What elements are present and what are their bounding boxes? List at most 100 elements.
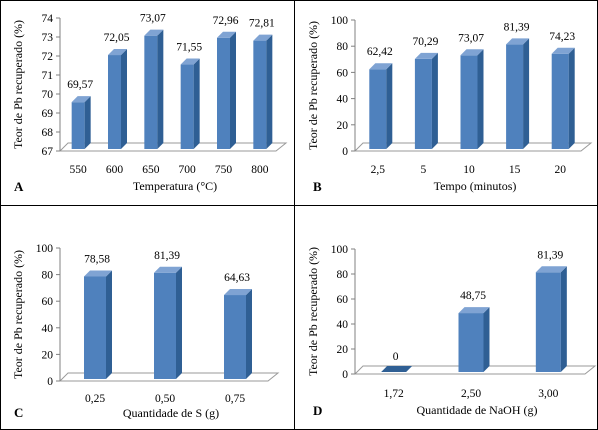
panel-c-y-tick-label-1: 20: [42, 349, 54, 361]
panel-b-bar-2: [460, 49, 484, 149]
panel-a-x-tick-label-5: 800: [251, 164, 269, 176]
panel-b-y-tick-label-0: 0: [342, 146, 348, 158]
panel-b-bar-front-4: [551, 53, 569, 150]
panel-b-bar-side-4: [568, 47, 575, 150]
panel-c-bar-1: [154, 266, 182, 379]
panel-a-y-tick-label-5: 72: [42, 51, 54, 63]
panel-a-x-tick-label-3: 700: [179, 164, 197, 176]
panel-d-data-label-2: 81,39: [537, 249, 563, 261]
panel-b-data-label-2: 73,07: [458, 32, 484, 44]
panel-a-bar-5: [253, 34, 273, 149]
panel-a-floor-plane: [58, 142, 288, 152]
panel-a-bar-1: [108, 49, 127, 149]
panel-d-bar-flat-0: [381, 366, 413, 372]
panel-c-data-label-2: 64,63: [224, 272, 250, 284]
panel-b-x-tick-label-4: 20: [554, 164, 566, 176]
panel-a-bar-0: [71, 96, 91, 149]
panel-a-bar-side-0: [84, 96, 91, 149]
panel-a-x-tick-label-2: 650: [142, 164, 160, 176]
panel-b-bar-side-1: [431, 52, 438, 149]
panel-b-bar-3: [506, 38, 530, 149]
panel-d-bar-top-1: [458, 307, 490, 314]
panel-d-x-tick-label-0: 1,72: [384, 388, 404, 400]
panel-c-y-axis-title: Teor de Pb recuperado (%): [11, 250, 25, 379]
panel-a-y-axis-title: Teor de Pb recuperado (%): [11, 20, 25, 149]
panel-b-data-label-3: 81,39: [504, 21, 530, 33]
panel-c-y-tick-label-5: 100: [36, 243, 54, 255]
panel-d-bar-side-2: [560, 266, 567, 372]
panel-d-x-tick-label-2: 3,00: [538, 388, 558, 400]
panel-a-bar-front-5: [253, 40, 267, 149]
panel-b-bar-1: [414, 52, 438, 149]
panel-c-x-axis-title: Quantidade de S (g): [123, 406, 219, 420]
panel-a-panel-letter: A: [14, 179, 24, 194]
panel-c-bar-side-1: [176, 266, 182, 379]
panel-c-x-tick-label-2: 0,75: [225, 393, 245, 405]
panel-b-bar-top-0: [369, 63, 393, 70]
panel-d-data-label-0: 0: [393, 351, 399, 363]
panel-a-bar-top-4: [217, 31, 236, 38]
panel-c-bar-side-2: [246, 289, 252, 379]
panel-d-data-label-1: 48,75: [460, 290, 486, 302]
panel-b-y-tick-label-3: 60: [337, 67, 349, 79]
panel-c-bar-2: [224, 289, 252, 379]
panel-b-bar-top-1: [414, 52, 438, 59]
panel-a-x-tick-label-1: 600: [106, 164, 124, 176]
panel-a-bar-front-0: [71, 102, 85, 149]
panel-b-bar-side-0: [386, 63, 393, 150]
panel-a-bar-front-4: [217, 37, 230, 150]
panel-a-bar-side-3: [193, 58, 200, 149]
panel-b-panel-letter: B: [313, 179, 322, 194]
panel-b-x-tick-label-1: 5: [421, 164, 427, 176]
panel-b-bar-4: [551, 47, 575, 150]
panel-a-bar-top-1: [108, 49, 127, 56]
panel-b-x-tick-label-0: 2,5: [371, 164, 386, 176]
panel-b-data-label-4: 74,23: [549, 31, 575, 43]
panel-a-bar-front-1: [108, 55, 121, 149]
panel-d-y-tick-label-4: 80: [337, 269, 349, 281]
panel-b-bar-front-1: [414, 58, 432, 149]
panel-a-y-tick-label-4: 71: [42, 70, 54, 82]
panel-a-bar-side-5: [266, 34, 273, 149]
panel-a-bar-top-2: [144, 29, 164, 36]
chart-panel-c: 0 20 40 60 80 100 78,58 0,25 81,39 0,50 64,63 0,75 Q…: [11, 243, 280, 420]
panel-b-data-label-1: 70,29: [412, 36, 438, 48]
panel-a-x-tick-label-0: 550: [70, 164, 88, 176]
panel-b-bar-0: [369, 63, 393, 150]
panel-a-bar-front-2: [144, 35, 158, 149]
panel-a-bar-3: [180, 58, 200, 149]
panel-b-bar-side-2: [477, 49, 484, 149]
panel-a-y-tick-label-3: 70: [42, 89, 54, 101]
panel-b-y-tick-label-5: 100: [331, 15, 349, 27]
panel-a-y-tick-label-6: 73: [42, 32, 54, 44]
panel-a-y-tick-label-0: 67: [42, 146, 54, 158]
panel-c-bar-top-1: [154, 266, 182, 273]
panel-c-y-tick-label-2: 40: [42, 323, 54, 335]
panel-d-bar-1: [458, 307, 490, 372]
chart-panel-d: 0 20 40 60 80 100 0 1,72 48,75 2,50 81,39 3,00Quant…: [306, 244, 597, 418]
panel-a-bar-2: [144, 29, 164, 150]
panel-c-data-label-1: 81,39: [154, 250, 180, 262]
panel-a-bar-top-5: [253, 34, 273, 41]
panel-a-data-label-4: 72,96: [213, 15, 239, 27]
panel-d-y-axis-title: Teor de Pb recuperado (%): [306, 247, 320, 376]
panel-b-y-tick-label-2: 40: [337, 94, 349, 106]
panel-d-bar-top-2: [535, 266, 567, 273]
panel-d-bar-side-1: [483, 307, 490, 372]
panel-a-y-tick-label-7: 74: [42, 13, 54, 25]
panel-b-bar-top-4: [551, 47, 575, 54]
panel-a-bar-top-0: [71, 96, 91, 103]
panel-a-data-label-1: 72,05: [104, 32, 130, 44]
panel-c-bar-front-0: [84, 276, 106, 379]
panel-c-bar-top-0: [84, 270, 112, 277]
panel-d-bar-front-2: [535, 272, 561, 372]
panel-c-bar-top-2: [224, 289, 252, 296]
panel-a-y-tick-label-1: 68: [42, 127, 54, 139]
panel-b-bar-top-2: [460, 49, 484, 56]
panel-a-data-label-3: 71,55: [176, 42, 202, 54]
panel-a-x-axis-title: Temperatura (°C): [133, 179, 217, 193]
panel-a-data-label-5: 72,81: [249, 18, 275, 30]
panel-d-bar-0: [381, 366, 413, 372]
panel-a-bar-side-1: [121, 49, 127, 149]
panel-d-y-tick-label-1: 20: [337, 344, 349, 356]
